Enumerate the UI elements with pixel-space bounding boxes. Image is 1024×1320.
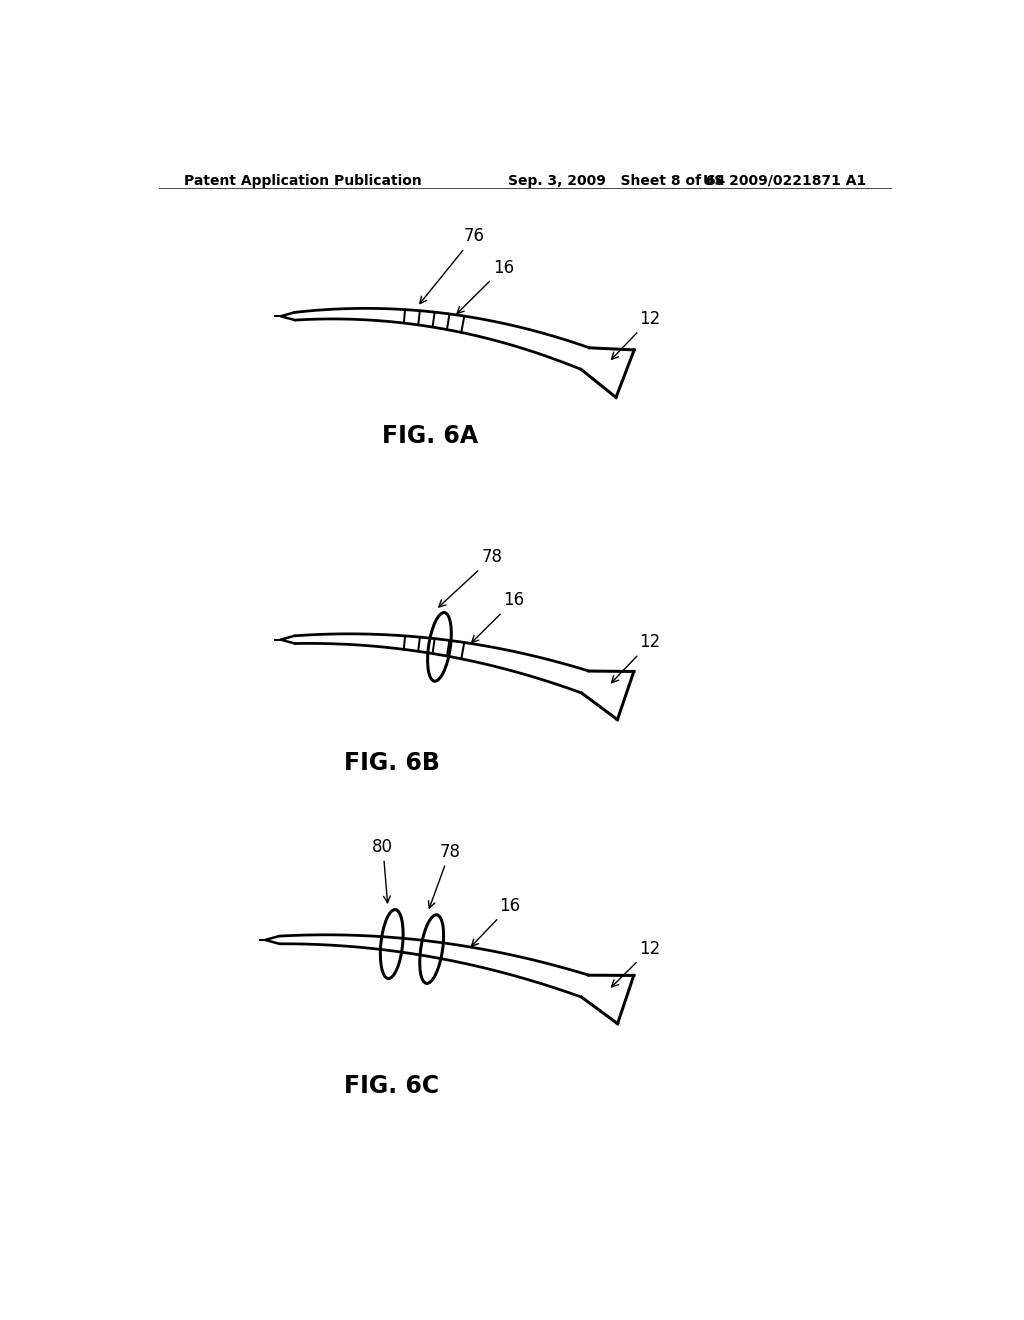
Text: 16: 16: [471, 896, 520, 946]
Text: FIG. 6B: FIG. 6B: [344, 751, 439, 775]
Text: 78: 78: [438, 548, 503, 607]
Text: FIG. 6C: FIG. 6C: [344, 1074, 439, 1098]
Text: 16: 16: [472, 591, 524, 643]
Text: 16: 16: [457, 259, 514, 313]
Text: 80: 80: [373, 838, 393, 903]
Text: 78: 78: [428, 842, 461, 908]
Text: US 2009/0221871 A1: US 2009/0221871 A1: [702, 174, 866, 187]
Text: FIG. 6A: FIG. 6A: [382, 424, 478, 447]
Text: Sep. 3, 2009   Sheet 8 of 64: Sep. 3, 2009 Sheet 8 of 64: [508, 174, 725, 187]
Text: 12: 12: [611, 940, 660, 987]
Text: 76: 76: [420, 227, 484, 304]
Text: Patent Application Publication: Patent Application Publication: [183, 174, 422, 187]
Text: 12: 12: [611, 310, 660, 359]
Text: 12: 12: [611, 634, 660, 682]
